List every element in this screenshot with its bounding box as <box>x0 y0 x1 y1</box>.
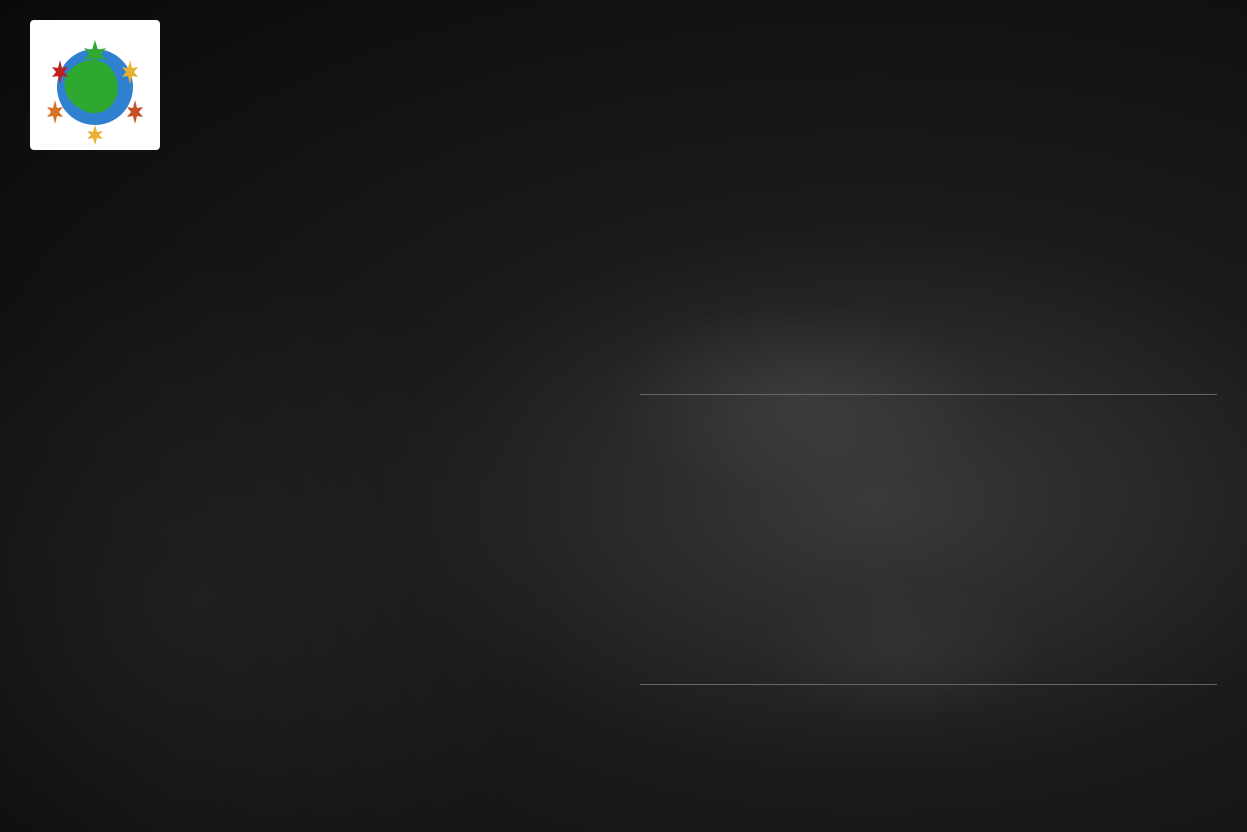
globe-people-icon <box>35 25 155 145</box>
left-column <box>30 175 610 765</box>
chart-during <box>640 475 1217 735</box>
chart1-area <box>640 185 1217 395</box>
header <box>30 20 1217 150</box>
chart-before <box>640 185 1217 445</box>
chart2-area <box>640 475 1217 685</box>
content-root <box>0 0 1247 785</box>
notes-block <box>30 215 610 236</box>
right-column <box>640 175 1217 765</box>
main-columns <box>30 175 1217 765</box>
logo <box>30 20 160 150</box>
